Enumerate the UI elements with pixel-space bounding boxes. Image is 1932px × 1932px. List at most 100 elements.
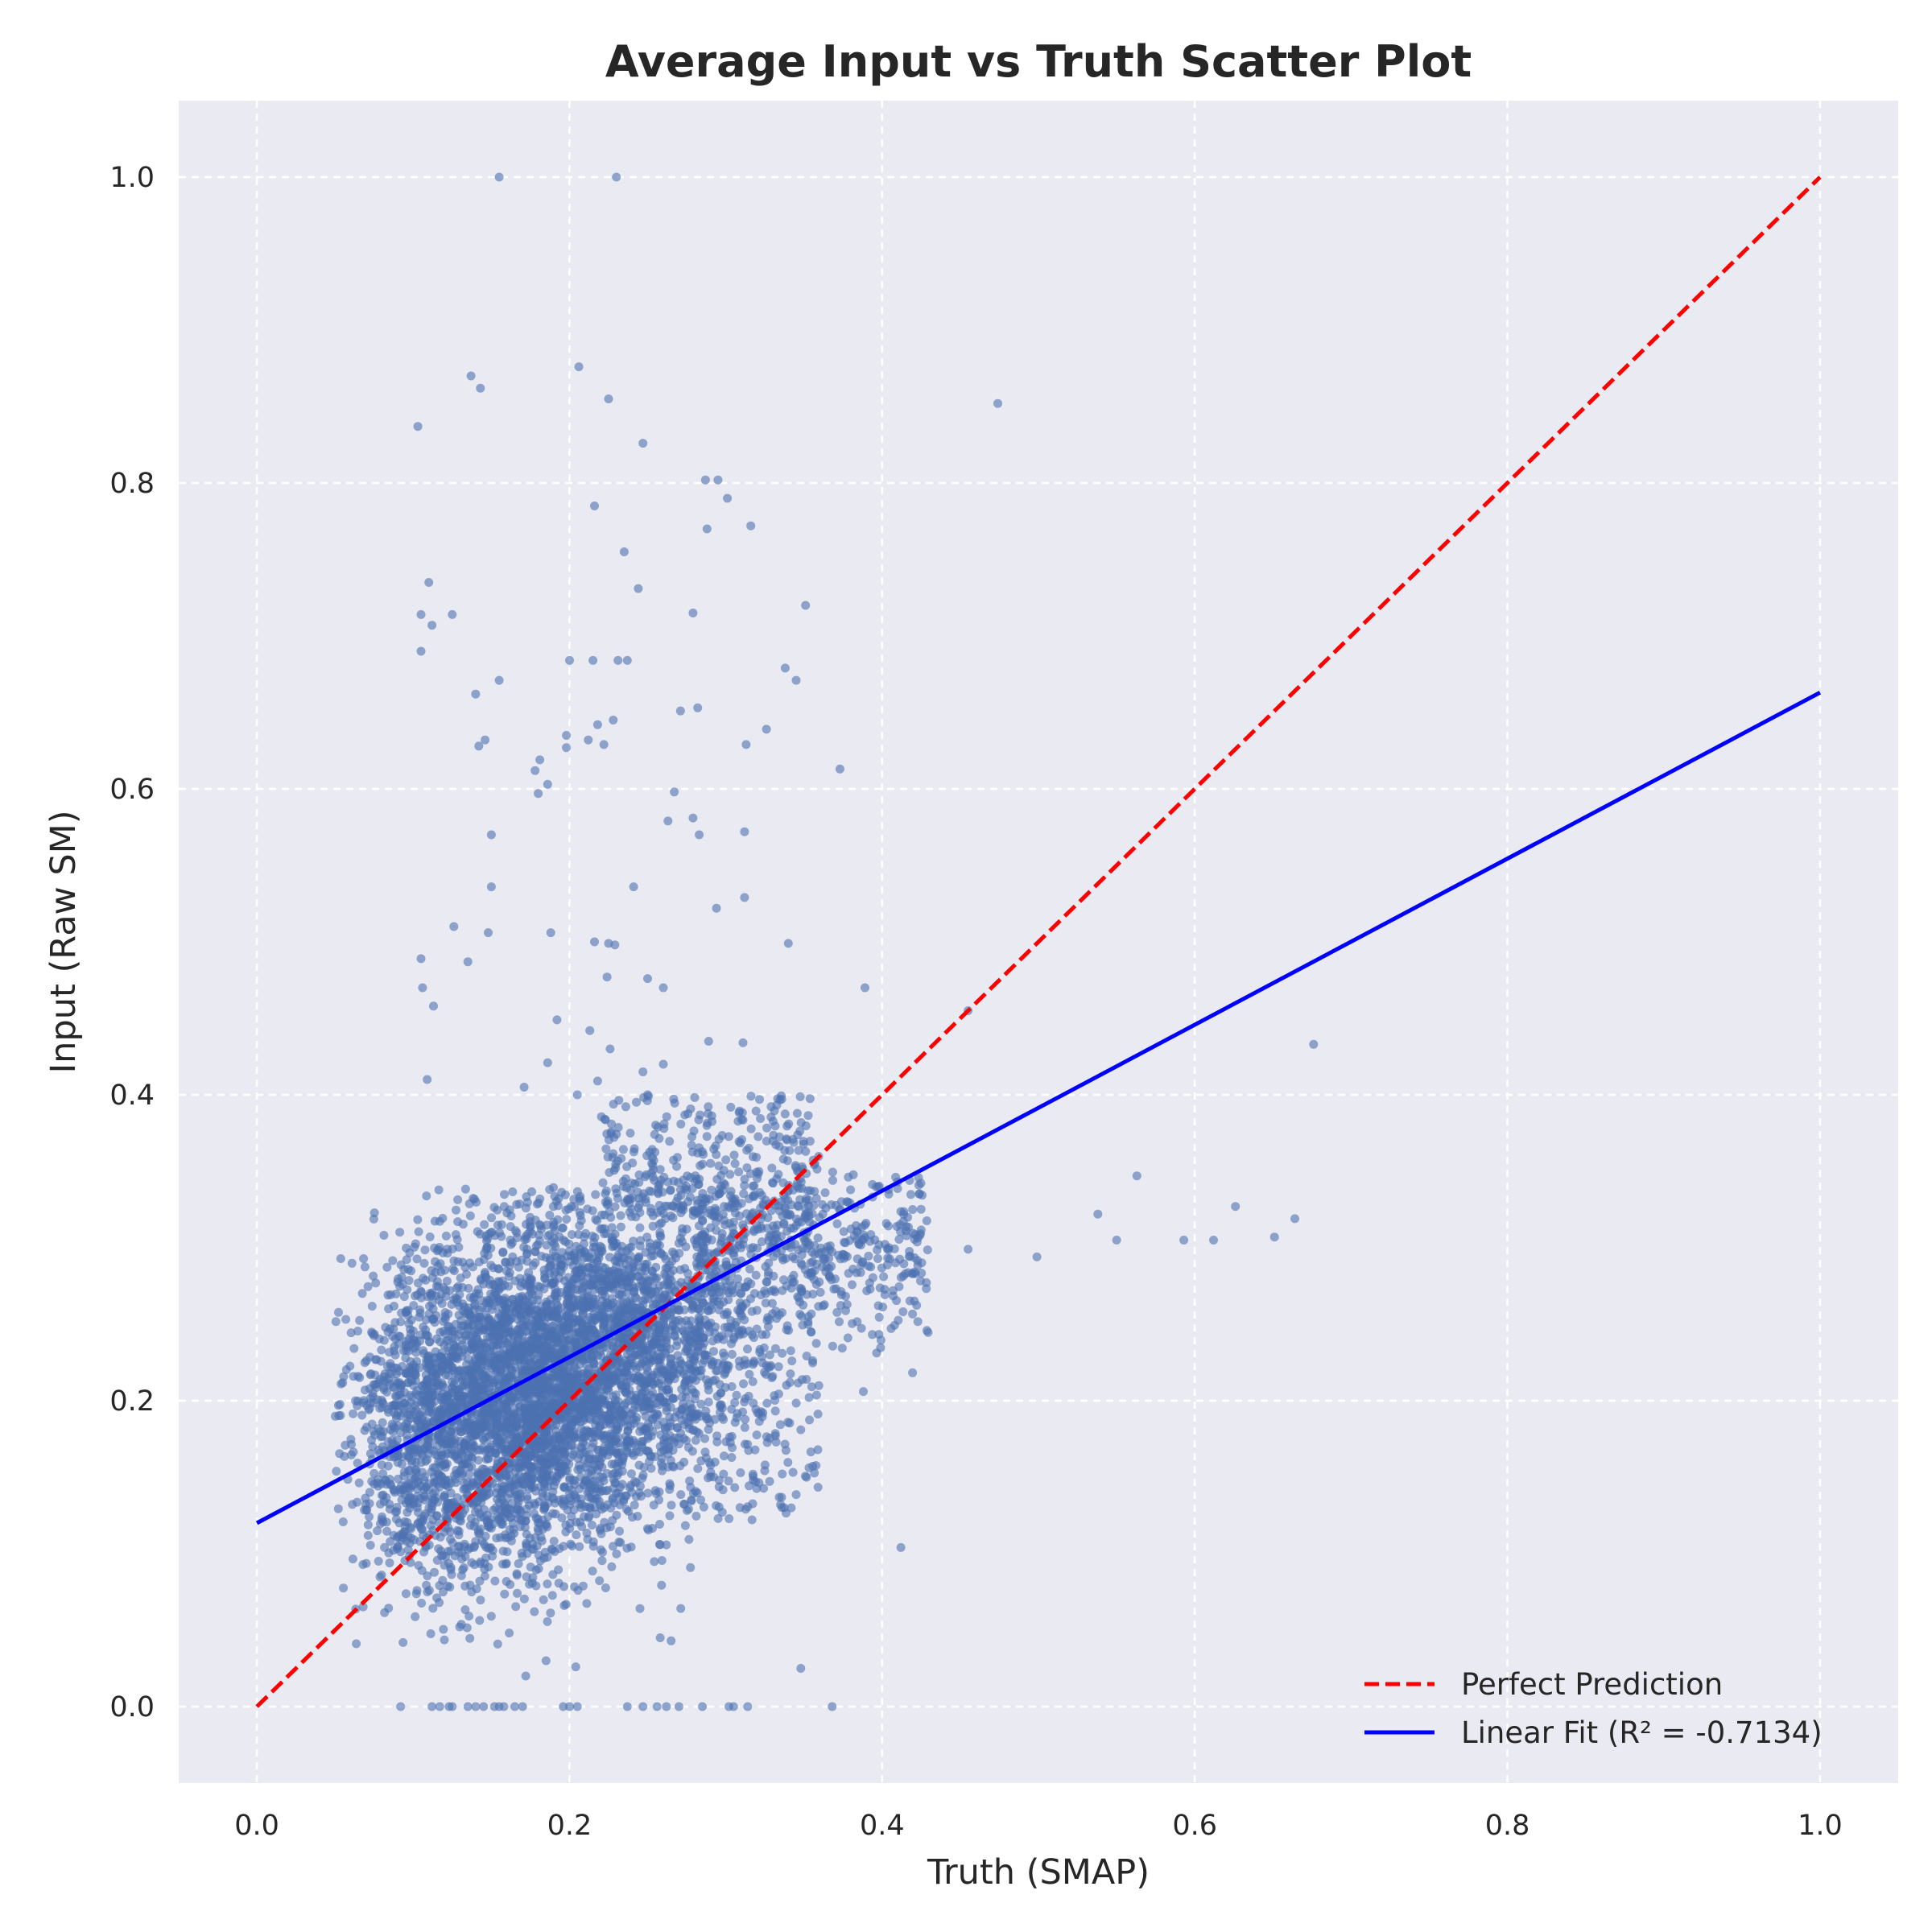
scatter-point — [349, 1372, 358, 1381]
scatter-point — [423, 1441, 432, 1451]
scatter-point — [430, 1477, 440, 1487]
scatter-point — [597, 1505, 606, 1514]
scatter-point — [361, 1558, 371, 1568]
scatter-point — [548, 1202, 558, 1212]
scatter-point — [530, 1607, 539, 1616]
scatter-point — [419, 1274, 427, 1283]
scatter-point — [512, 1569, 522, 1579]
scatter-point — [582, 1599, 592, 1608]
scatter-point — [449, 1256, 459, 1265]
scatter-point — [467, 1462, 477, 1472]
scatter-point — [649, 1501, 658, 1510]
scatter-point — [675, 1410, 684, 1419]
scatter-point — [480, 1324, 489, 1334]
scatter-point — [460, 1184, 470, 1194]
scatter-point — [401, 1589, 411, 1599]
scatter-point — [662, 1540, 671, 1550]
scatter-point — [433, 1435, 443, 1445]
scatter-point — [676, 1604, 686, 1613]
scatter-point — [341, 1365, 351, 1374]
scatter-point — [404, 1319, 414, 1328]
scatter-point — [551, 1462, 561, 1471]
scatter-point — [639, 1463, 649, 1472]
scatter-point — [612, 1376, 621, 1385]
scatter-point — [434, 1457, 444, 1467]
scatter-point — [378, 1490, 388, 1500]
scatter-point — [668, 1394, 678, 1404]
scatter-point — [406, 1492, 415, 1502]
scatter-point — [394, 1366, 403, 1376]
scatter-point — [365, 1541, 375, 1550]
scatter-point — [613, 1456, 623, 1466]
scatter-point — [384, 1304, 394, 1314]
scatter-point — [451, 1474, 460, 1484]
scatter-point — [405, 1410, 415, 1420]
scatter-point — [615, 1526, 624, 1536]
scatter-point — [473, 1445, 483, 1455]
scatter-point — [415, 1494, 425, 1503]
scatter-point — [500, 1190, 509, 1199]
scatter-point — [539, 1554, 549, 1563]
scatter-point — [336, 1254, 345, 1263]
scatter-point — [456, 1571, 466, 1580]
scatter-point — [339, 1583, 349, 1593]
scatter-point — [521, 1310, 530, 1319]
scatter-point — [581, 1447, 590, 1457]
scatter-point — [595, 1576, 605, 1586]
scatter-point — [505, 1268, 514, 1278]
scatter-point — [333, 1504, 343, 1513]
scatter-point — [439, 1624, 448, 1634]
scatter-point — [411, 1589, 421, 1599]
scatter-point — [578, 1581, 588, 1591]
scatter-point — [389, 1401, 398, 1410]
scatter-point — [592, 1445, 602, 1455]
scatter-point — [493, 1264, 503, 1274]
scatter-point — [440, 1490, 449, 1500]
scatter-point — [564, 1459, 574, 1469]
scatter-point — [638, 1398, 648, 1408]
scatter-point — [470, 1299, 480, 1309]
scatter-point — [576, 1464, 585, 1474]
scatter-point — [490, 1576, 500, 1586]
scatter-point — [427, 1388, 436, 1397]
scatter-point — [346, 1435, 356, 1444]
scatter-point — [677, 1393, 687, 1402]
scatter-point — [392, 1502, 402, 1512]
scatter-point — [456, 1436, 465, 1446]
scatter-point — [539, 1411, 549, 1421]
scatter-point — [390, 1350, 400, 1360]
scatter-point — [394, 1484, 404, 1494]
scatter-point — [501, 1257, 510, 1267]
scatter-point — [510, 1427, 519, 1437]
scatter-point — [473, 1455, 483, 1465]
scatter-point — [377, 1460, 386, 1470]
scatter-point — [471, 1418, 481, 1427]
scatter-point — [472, 1361, 481, 1371]
scatter-point — [631, 1478, 641, 1488]
scatter-point — [543, 1498, 553, 1508]
scatter-point — [532, 1334, 542, 1344]
scatter-point — [542, 1241, 551, 1250]
scatter-point — [419, 1547, 428, 1557]
scatter-point — [511, 1602, 521, 1612]
scatter-point — [393, 1378, 402, 1388]
scatter-point — [581, 1228, 590, 1238]
scatter-point — [642, 1446, 651, 1455]
scatter-point — [577, 1522, 587, 1531]
scatter-point — [583, 1204, 592, 1214]
scatter-point — [411, 1401, 420, 1410]
scatter-point — [687, 1495, 696, 1505]
scatter-point — [565, 1475, 575, 1484]
scatter-point — [503, 1533, 513, 1542]
scatter-point — [575, 1542, 584, 1551]
scatter-point — [403, 1545, 413, 1554]
scatter-point — [548, 1279, 558, 1288]
scatter-point — [500, 1296, 510, 1306]
scatter-point — [546, 1294, 555, 1304]
scatter-point — [379, 1335, 389, 1345]
scatter-point — [569, 1274, 579, 1284]
scatter-point — [446, 1546, 456, 1556]
scatter-point — [386, 1290, 395, 1299]
scatter-point — [632, 1375, 642, 1385]
scatter-point — [751, 1270, 761, 1280]
